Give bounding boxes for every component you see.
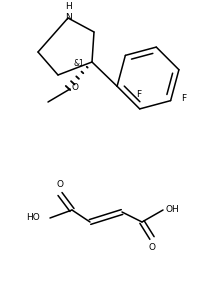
Text: O: O: [149, 243, 155, 252]
Text: HO: HO: [26, 214, 40, 222]
Text: F: F: [181, 94, 186, 103]
Text: &1: &1: [73, 58, 84, 68]
Text: H: H: [65, 2, 71, 11]
Text: N: N: [65, 13, 71, 21]
Text: O: O: [72, 84, 79, 92]
Text: O: O: [56, 180, 64, 189]
Text: F: F: [136, 90, 141, 99]
Text: OH: OH: [165, 206, 179, 215]
